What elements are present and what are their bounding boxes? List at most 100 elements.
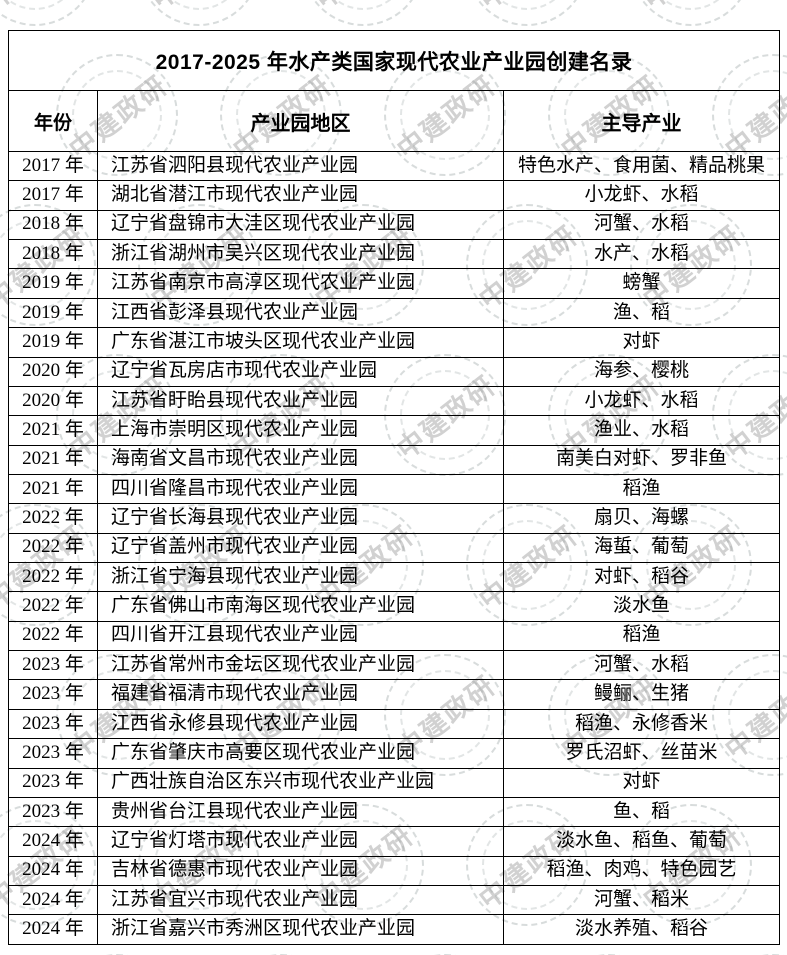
industry-cell: 海参、樱桃 xyxy=(503,356,780,387)
year-cell: 2023 年 xyxy=(8,796,98,828)
industry-cell: 对虾 xyxy=(503,767,780,798)
watermark-stamp: 中建政研 xyxy=(466,0,588,26)
industry-cell: 河蟹、水稻 xyxy=(503,650,780,681)
park-cell: 辽宁省盘锦市大洼区现代农业产业园 xyxy=(97,209,504,241)
table-row: 2024 年江苏省宜兴市现代农业产业园 河蟹、稻米 xyxy=(8,884,780,916)
industry-cell: 小龙虾、水稻 xyxy=(503,180,780,211)
park-cell: 广东省佛山市南海区现代农业产业园 xyxy=(97,591,504,622)
year-cell: 2023 年 xyxy=(8,650,98,681)
table-row: 2022 年广东省佛山市南海区现代农业产业园 淡水鱼 xyxy=(8,591,780,622)
park-cell: 辽宁省长海县现代农业产业园 xyxy=(97,503,504,534)
industry-cell: 扇贝、海螺 xyxy=(503,503,780,534)
column-header-park-region: 产业园地区 xyxy=(97,90,504,152)
watermark-stamp: 中建政研 xyxy=(138,0,260,26)
industry-cell: 水产、水稻 xyxy=(503,239,780,270)
industry-cell: 淡水鱼、稻鱼、葡萄 xyxy=(503,826,780,857)
industry-cell: 海蜇、葡萄 xyxy=(503,532,780,564)
park-cell: 江西省彭泽县现代农业产业园 xyxy=(97,297,504,329)
watermark-text: 中建政研 xyxy=(141,0,256,16)
year-cell: 2024 年 xyxy=(8,914,98,945)
table-row: 2018 年辽宁省盘锦市大洼区现代农业产业园 河蟹、水稻 xyxy=(8,209,780,241)
industry-cell: 河蟹、稻米 xyxy=(503,884,780,916)
industry-cell: 南美白对虾、罗非鱼 xyxy=(503,444,780,475)
industry-cell: 淡水养殖、稻谷 xyxy=(503,914,780,945)
table-row: 2017 年江苏省泗阳县现代农业产业园 特色水产、食用菌、精品桃果 xyxy=(8,150,780,182)
park-cell: 广东省湛江市坡头区现代农业产业园 xyxy=(97,327,504,358)
year-cell: 2024 年 xyxy=(8,884,98,916)
park-cell: 辽宁省瓦房店市现代农业产业园 xyxy=(97,356,504,387)
park-cell: 广西壮族自治区东兴市现代农业产业园 xyxy=(97,767,504,798)
watermark-stamp: 中建政研 xyxy=(0,0,96,26)
year-cell: 2020 年 xyxy=(8,385,98,417)
year-cell: 2017 年 xyxy=(8,180,98,211)
watermark-text: 中建政研 xyxy=(305,0,420,16)
year-cell: 2017 年 xyxy=(8,150,98,182)
park-cell: 江苏省盱眙县现代农业产业园 xyxy=(97,385,504,417)
watermark-text: 中建政研 xyxy=(469,0,584,16)
year-cell: 2022 年 xyxy=(8,591,98,622)
industry-cell: 稻渔、肉鸡、特色园艺 xyxy=(503,855,780,886)
industry-cell: 渔、稻 xyxy=(503,297,780,329)
park-cell: 浙江省嘉兴市秀洲区现代农业产业园 xyxy=(97,914,504,945)
table-row: 2023 年江西省永修县现代农业产业园 稻渔、永修香米 xyxy=(8,708,780,740)
year-cell: 2019 年 xyxy=(8,268,98,299)
industry-cell: 鳗鲡、生猪 xyxy=(503,679,780,710)
industry-cell: 稻渔、永修香米 xyxy=(503,708,780,740)
watermark-text: 中建政研 xyxy=(633,0,748,16)
year-cell: 2023 年 xyxy=(8,767,98,798)
year-cell: 2023 年 xyxy=(8,679,98,710)
industry-cell: 对虾、稻谷 xyxy=(503,562,780,593)
table-row: 2020 年辽宁省瓦房店市现代农业产业园 海参、樱桃 xyxy=(8,356,780,387)
column-header-leading-industry: 主导产业 xyxy=(503,90,780,152)
table-row: 2023 年广西壮族自治区东兴市现代农业产业园 对虾 xyxy=(8,767,780,798)
park-cell: 四川省开江县现代农业产业园 xyxy=(97,620,504,652)
table-row: 2020 年江苏省盱眙县现代农业产业园 小龙虾、水稻 xyxy=(8,385,780,417)
park-directory-table: 2017-2025 年水产类国家现代农业产业园创建名录 年份 产业园地区 主导产… xyxy=(8,30,780,945)
park-cell: 海南省文昌市现代农业产业园 xyxy=(97,444,504,475)
year-cell: 2024 年 xyxy=(8,855,98,886)
park-cell: 江苏省常州市金坛区现代农业产业园 xyxy=(97,650,504,681)
column-header-row: 年份 产业园地区 主导产业 xyxy=(8,90,780,152)
table-row: 2022 年辽宁省长海县现代农业产业园 扇贝、海螺 xyxy=(8,503,780,534)
industry-cell: 小龙虾、水稻 xyxy=(503,385,780,417)
industry-cell: 鱼、稻 xyxy=(503,796,780,828)
table-body: 2017 年江苏省泗阳县现代农业产业园 特色水产、食用菌、精品桃果 2017 年湖北… xyxy=(8,150,780,945)
year-cell: 2019 年 xyxy=(8,327,98,358)
table-row: 2021 年上海市崇明区现代农业产业园 渔业、水稻 xyxy=(8,415,780,446)
table-row: 2023 年贵州省台江县现代农业产业园 鱼、稻 xyxy=(8,796,780,828)
watermark-text: 中建政研 xyxy=(0,0,93,16)
table-row: 2021 年海南省文昌市现代农业产业园 南美白对虾、罗非鱼 xyxy=(8,444,780,475)
table-row: 2021 年四川省隆昌市现代农业产业园 稻渔 xyxy=(8,473,780,505)
park-cell: 江苏省泗阳县现代农业产业园 xyxy=(97,150,504,182)
industry-cell: 渔业、水稻 xyxy=(503,415,780,446)
year-cell: 2023 年 xyxy=(8,708,98,740)
park-cell: 福建省福清市现代农业产业园 xyxy=(97,679,504,710)
industry-cell: 罗氏沼虾、丝苗米 xyxy=(503,738,780,769)
table-row: 2024 年辽宁省灯塔市现代农业产业园 淡水鱼、稻鱼、葡萄 xyxy=(8,826,780,857)
industry-cell: 对虾 xyxy=(503,327,780,358)
year-cell: 2024 年 xyxy=(8,826,98,857)
table-row: 2019 年江苏省南京市高淳区现代农业产业园 螃蟹 xyxy=(8,268,780,299)
industry-cell: 河蟹、水稻 xyxy=(503,209,780,241)
industry-cell: 螃蟹 xyxy=(503,268,780,299)
year-cell: 2021 年 xyxy=(8,444,98,475)
watermark-stamp: 中建政研 xyxy=(302,0,424,26)
watermark-stamp: 中建政研 xyxy=(630,0,752,26)
year-cell: 2018 年 xyxy=(8,239,98,270)
year-cell: 2022 年 xyxy=(8,532,98,564)
industry-cell: 淡水鱼 xyxy=(503,591,780,622)
year-cell: 2020 年 xyxy=(8,356,98,387)
industry-cell: 特色水产、食用菌、精品桃果 xyxy=(503,150,780,182)
park-cell: 湖北省潜江市现代农业产业园 xyxy=(97,180,504,211)
park-cell: 贵州省台江县现代农业产业园 xyxy=(97,796,504,828)
year-cell: 2019 年 xyxy=(8,297,98,329)
year-cell: 2022 年 xyxy=(8,562,98,593)
park-cell: 江苏省宜兴市现代农业产业园 xyxy=(97,884,504,916)
industry-cell: 稻渔 xyxy=(503,620,780,652)
table-row: 2023 年江苏省常州市金坛区现代农业产业园 河蟹、水稻 xyxy=(8,650,780,681)
table-row: 2022 年四川省开江县现代农业产业园 稻渔 xyxy=(8,620,780,652)
table-row: 2023 年广东省肇庆市高要区现代农业产业园 罗氏沼虾、丝苗米 xyxy=(8,738,780,769)
park-cell: 辽宁省盖州市现代农业产业园 xyxy=(97,532,504,564)
table-row: 2019 年广东省湛江市坡头区现代农业产业园 对虾 xyxy=(8,327,780,358)
year-cell: 2021 年 xyxy=(8,415,98,446)
